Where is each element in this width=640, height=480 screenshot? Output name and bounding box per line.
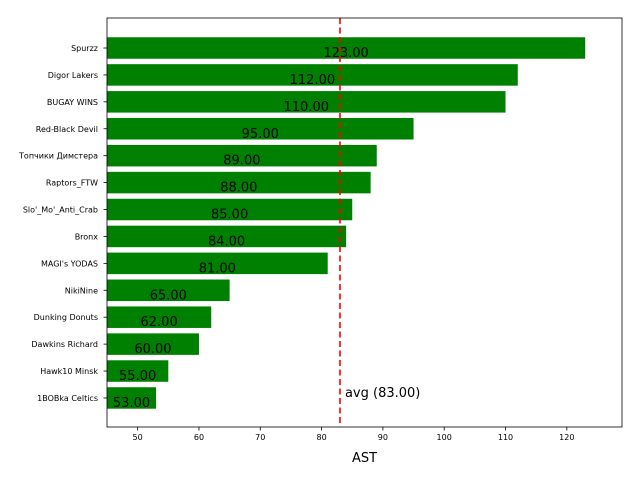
bar bbox=[107, 387, 157, 409]
y-tick-label: Digor Lakers bbox=[48, 71, 98, 80]
value-label: 84.00 bbox=[208, 234, 245, 249]
value-label: 85.00 bbox=[211, 208, 248, 223]
bar bbox=[107, 171, 371, 194]
bar bbox=[107, 279, 230, 302]
value-label: 110.00 bbox=[284, 100, 330, 115]
x-tick-label: 120 bbox=[559, 433, 574, 442]
y-tick-label: 1BOBka Celtics bbox=[37, 394, 98, 403]
y-tick-label: BUGAY WINS bbox=[47, 98, 98, 107]
x-tick-label: 70 bbox=[255, 433, 265, 442]
bar bbox=[107, 91, 506, 113]
axes-layer: 50 60 70 80 90 100 110 120 bbox=[103, 17, 623, 442]
bar bbox=[107, 306, 212, 328]
bar bbox=[107, 118, 414, 140]
value-label: 53.00 bbox=[113, 396, 150, 411]
labels-layer: Spurzz 123.00 Digor Lakers 112.00 BUGAY WINS… bbox=[18, 18, 369, 427]
y-tick-label: Топчики Димстера bbox=[18, 152, 98, 161]
value-label: 81.00 bbox=[199, 261, 236, 276]
x-tick-label: 100 bbox=[437, 433, 452, 442]
bar bbox=[107, 252, 328, 275]
x-axis-title: AST bbox=[352, 451, 377, 466]
y-tick-label: NikiNine bbox=[65, 286, 98, 295]
plot-frame bbox=[106, 17, 623, 428]
bar bbox=[107, 198, 353, 221]
value-label: 60.00 bbox=[134, 342, 171, 357]
y-tick-label: Raptors_FTW bbox=[46, 179, 98, 188]
value-label: 89.00 bbox=[223, 154, 260, 169]
bar bbox=[107, 333, 199, 355]
x-tick-label: 90 bbox=[378, 433, 388, 442]
x-tick-label: 50 bbox=[133, 433, 143, 442]
y-tick-label: Red-Black Devil bbox=[36, 125, 98, 134]
value-label: 112.00 bbox=[290, 73, 336, 88]
value-label: 55.00 bbox=[119, 369, 156, 384]
x-tick-label: 110 bbox=[498, 433, 513, 442]
y-tick-label: Slo'_Mo'_Anti_Crab bbox=[23, 206, 98, 215]
bar bbox=[107, 225, 347, 248]
average-label: avg (83.00) bbox=[345, 386, 420, 401]
x-tick-label: 60 bbox=[194, 433, 204, 442]
y-tick-label: Dunking Donuts bbox=[34, 313, 98, 322]
bars-layer bbox=[107, 37, 586, 409]
value-label: 62.00 bbox=[141, 315, 178, 330]
value-label: 123.00 bbox=[323, 46, 369, 61]
y-tick-label: Dawkins Richard bbox=[31, 340, 98, 349]
bar bbox=[107, 64, 518, 86]
value-label: 95.00 bbox=[242, 127, 279, 142]
value-label: 65.00 bbox=[150, 288, 187, 303]
value-label: 88.00 bbox=[220, 181, 257, 196]
y-tick-label: Bronx bbox=[75, 232, 99, 241]
y-tick-label: Spurzz bbox=[71, 44, 98, 53]
bar bbox=[107, 360, 169, 382]
bar bbox=[107, 37, 586, 59]
x-tick-label: 80 bbox=[316, 433, 326, 442]
y-tick-label: Hawk10 Minsk bbox=[40, 367, 98, 376]
y-tick-label: MAGI's YODAS bbox=[41, 259, 98, 268]
bar bbox=[107, 144, 377, 167]
